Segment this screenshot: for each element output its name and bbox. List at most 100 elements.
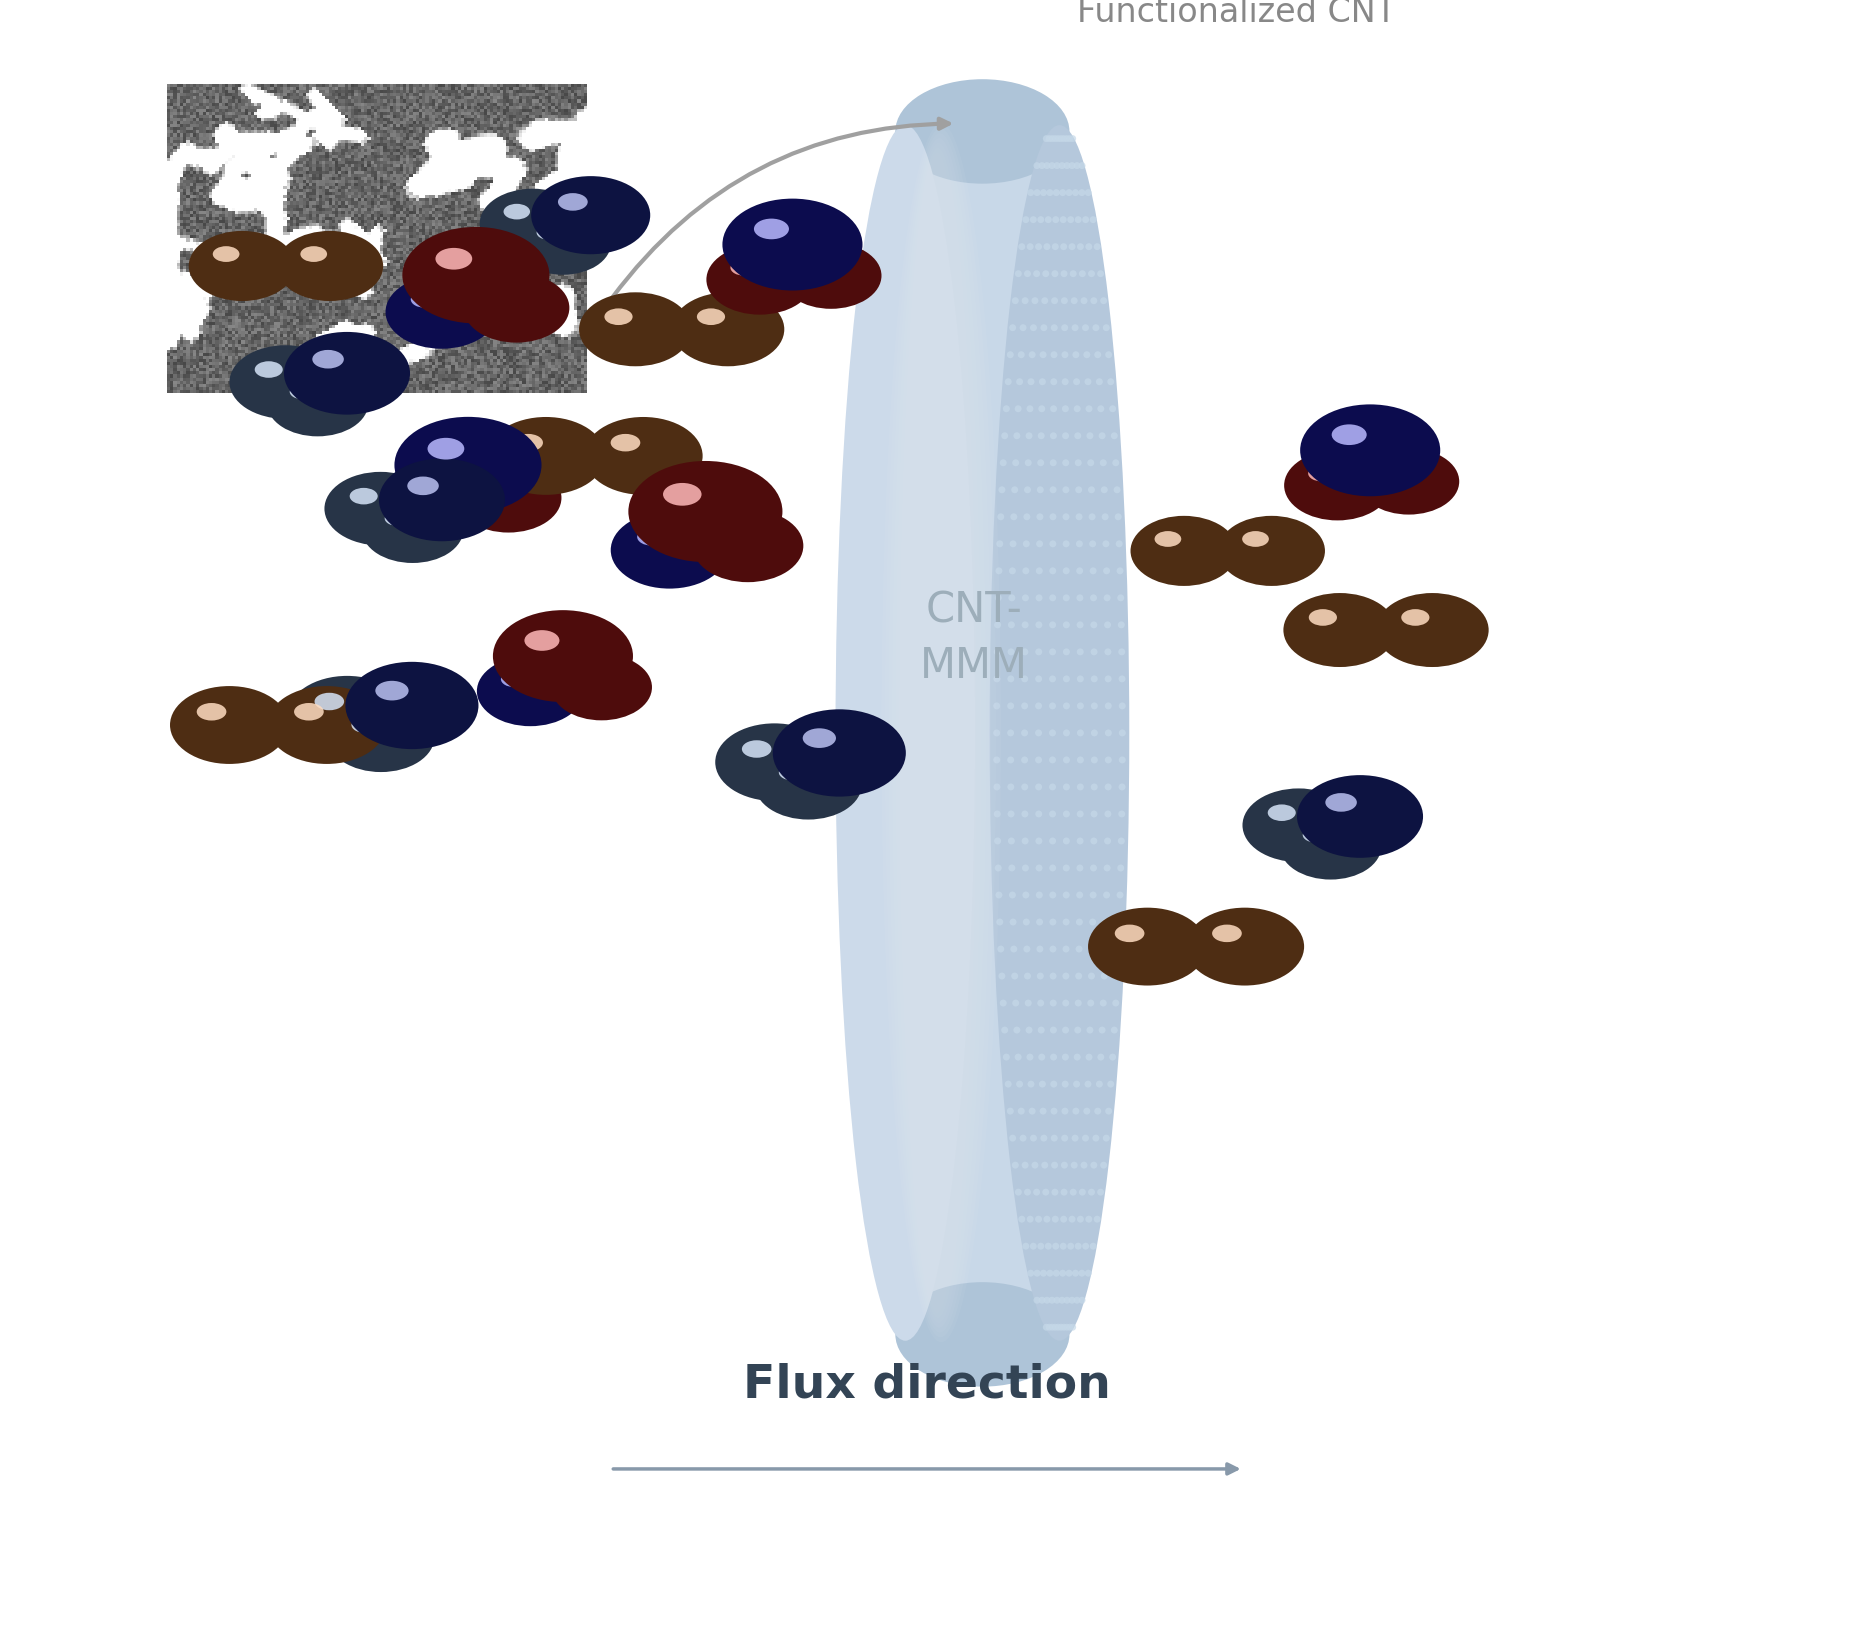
- Circle shape: [1036, 460, 1044, 466]
- Circle shape: [1055, 135, 1062, 142]
- Ellipse shape: [792, 722, 877, 778]
- Circle shape: [1031, 1134, 1036, 1141]
- Ellipse shape: [706, 244, 814, 315]
- Ellipse shape: [1316, 787, 1396, 839]
- Ellipse shape: [730, 259, 756, 275]
- Circle shape: [1049, 460, 1057, 466]
- Ellipse shape: [449, 258, 478, 277]
- Ellipse shape: [1122, 929, 1157, 952]
- Circle shape: [1023, 540, 1029, 548]
- Ellipse shape: [204, 241, 273, 285]
- Circle shape: [1053, 161, 1060, 170]
- Ellipse shape: [623, 442, 643, 455]
- Circle shape: [996, 567, 1003, 574]
- Ellipse shape: [1378, 460, 1431, 496]
- Ellipse shape: [593, 302, 671, 352]
- Ellipse shape: [289, 385, 334, 414]
- Circle shape: [1099, 999, 1107, 1007]
- Ellipse shape: [287, 334, 404, 411]
- Ellipse shape: [543, 184, 630, 241]
- Ellipse shape: [402, 227, 549, 323]
- Ellipse shape: [582, 673, 606, 689]
- Ellipse shape: [779, 712, 897, 791]
- Ellipse shape: [554, 655, 647, 717]
- Ellipse shape: [219, 249, 250, 271]
- Ellipse shape: [712, 248, 805, 310]
- Circle shape: [997, 513, 1005, 520]
- Ellipse shape: [395, 517, 415, 530]
- Ellipse shape: [328, 360, 345, 372]
- Ellipse shape: [666, 484, 727, 525]
- Ellipse shape: [1322, 618, 1340, 629]
- Ellipse shape: [806, 730, 855, 763]
- Ellipse shape: [489, 290, 528, 316]
- Circle shape: [1040, 1270, 1048, 1276]
- Ellipse shape: [1137, 520, 1229, 580]
- Ellipse shape: [389, 279, 491, 344]
- Ellipse shape: [1266, 804, 1318, 838]
- Ellipse shape: [649, 474, 751, 541]
- Ellipse shape: [1303, 605, 1366, 647]
- Ellipse shape: [1322, 474, 1335, 484]
- Ellipse shape: [1324, 421, 1403, 473]
- Circle shape: [1062, 378, 1068, 385]
- Circle shape: [1118, 784, 1125, 791]
- Ellipse shape: [1309, 610, 1337, 626]
- Circle shape: [1116, 919, 1124, 926]
- Ellipse shape: [740, 266, 764, 282]
- Circle shape: [1022, 567, 1029, 574]
- Ellipse shape: [308, 347, 375, 391]
- Circle shape: [1027, 1081, 1035, 1087]
- Ellipse shape: [515, 681, 527, 688]
- Ellipse shape: [623, 319, 627, 323]
- Ellipse shape: [454, 259, 473, 272]
- Ellipse shape: [732, 205, 849, 280]
- Ellipse shape: [662, 482, 732, 530]
- Circle shape: [1009, 1134, 1016, 1141]
- Ellipse shape: [1149, 528, 1209, 567]
- Ellipse shape: [386, 463, 495, 535]
- Ellipse shape: [480, 479, 525, 509]
- Ellipse shape: [447, 452, 462, 460]
- Ellipse shape: [360, 494, 386, 512]
- Ellipse shape: [895, 80, 1070, 184]
- Circle shape: [1088, 1188, 1096, 1196]
- Ellipse shape: [284, 333, 410, 414]
- Circle shape: [1085, 1081, 1092, 1087]
- Circle shape: [1049, 810, 1057, 817]
- Ellipse shape: [729, 531, 751, 546]
- Ellipse shape: [510, 621, 608, 685]
- Circle shape: [1068, 161, 1075, 170]
- Circle shape: [1090, 892, 1096, 898]
- Ellipse shape: [465, 274, 567, 341]
- Ellipse shape: [534, 225, 582, 256]
- Ellipse shape: [213, 246, 239, 262]
- Ellipse shape: [408, 290, 464, 326]
- Ellipse shape: [404, 424, 527, 504]
- Ellipse shape: [567, 665, 629, 704]
- Ellipse shape: [197, 235, 286, 293]
- Ellipse shape: [1313, 611, 1353, 639]
- Ellipse shape: [710, 520, 777, 564]
- Ellipse shape: [510, 432, 569, 471]
- Ellipse shape: [438, 445, 476, 469]
- Ellipse shape: [1198, 916, 1285, 973]
- Circle shape: [1075, 486, 1083, 494]
- Ellipse shape: [580, 673, 608, 691]
- Ellipse shape: [464, 274, 569, 342]
- Ellipse shape: [428, 489, 432, 492]
- Ellipse shape: [350, 717, 400, 750]
- Ellipse shape: [1133, 936, 1140, 941]
- Ellipse shape: [723, 729, 821, 794]
- Ellipse shape: [356, 720, 391, 743]
- Ellipse shape: [606, 310, 651, 339]
- Ellipse shape: [747, 271, 751, 274]
- Circle shape: [1051, 243, 1059, 249]
- Ellipse shape: [298, 683, 389, 743]
- Circle shape: [1042, 135, 1049, 142]
- Ellipse shape: [476, 476, 530, 512]
- Ellipse shape: [1348, 435, 1368, 448]
- Ellipse shape: [360, 722, 387, 740]
- Ellipse shape: [719, 253, 794, 302]
- Ellipse shape: [706, 518, 784, 569]
